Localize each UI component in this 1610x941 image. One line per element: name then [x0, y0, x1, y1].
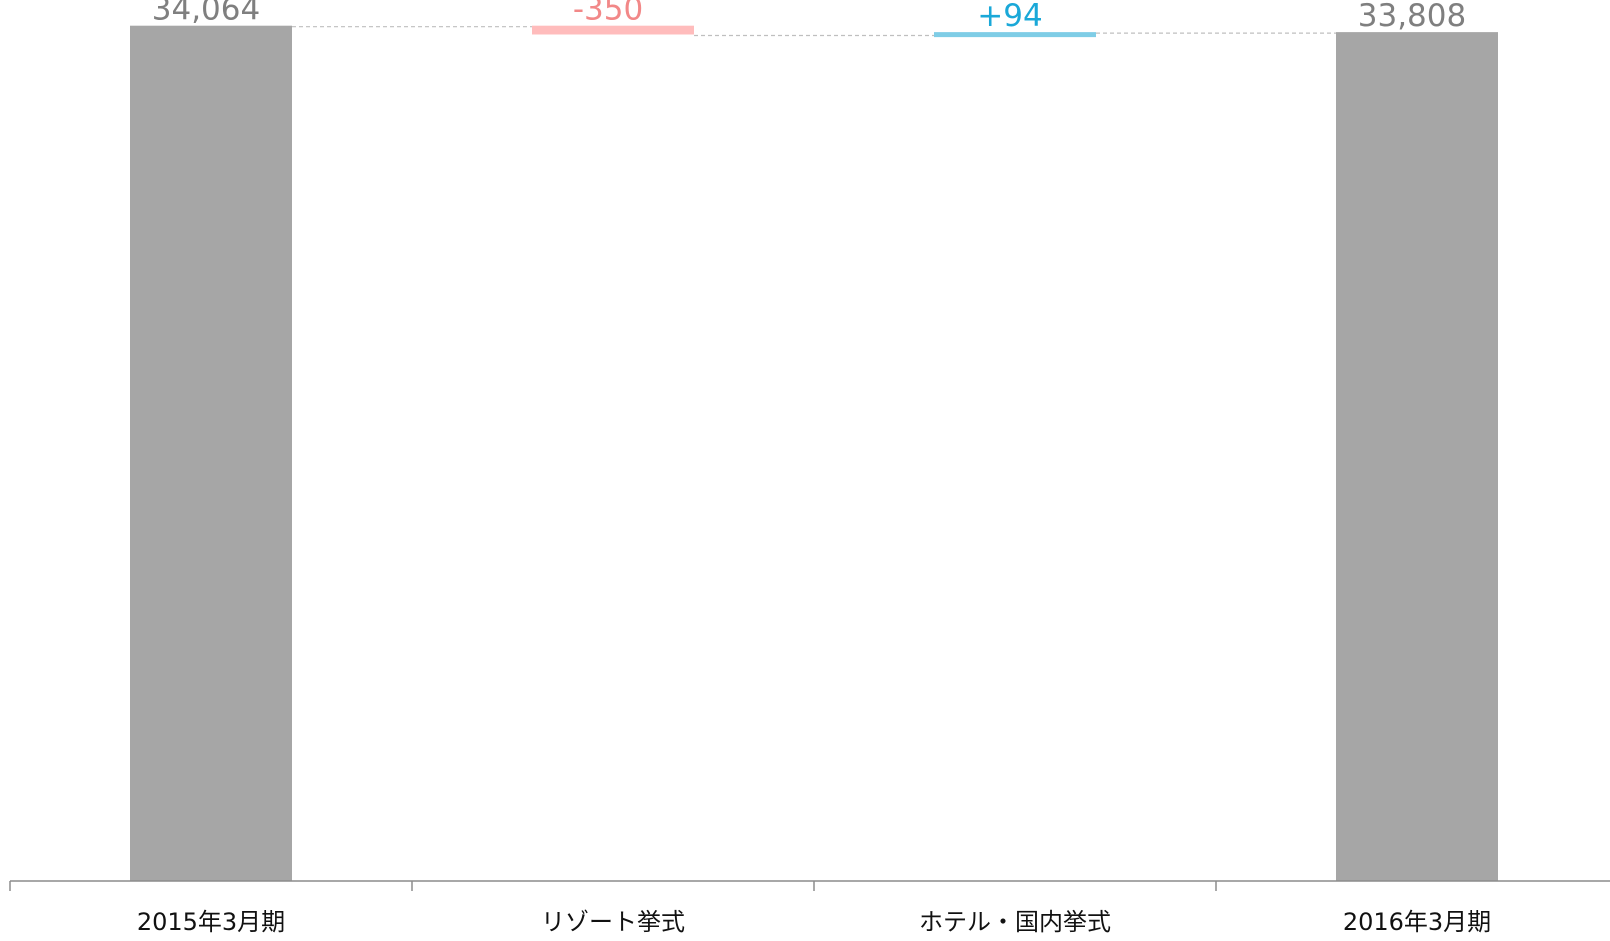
bar-3: [934, 32, 1096, 38]
bar-4: [1336, 32, 1498, 882]
value-label-4: 33,808: [1358, 0, 1466, 34]
value-label-1: 34,064: [152, 0, 260, 28]
value-label-3: +94: [977, 0, 1042, 34]
connector-lines: [292, 26, 1336, 37]
category-label-2: リゾート挙式: [541, 908, 685, 936]
value-label-2: -350: [573, 0, 643, 28]
category-label-group: 2015年3月期 リゾート挙式 ホテル・国内挙式 2016年3月期: [137, 908, 1491, 936]
x-axis: [9, 880, 1610, 891]
value-label-group: 34,064 -350 +94 33,808: [152, 0, 1466, 34]
bar-1: [130, 25, 292, 881]
bar-group: [130, 25, 1498, 882]
bar-2: [532, 25, 694, 35]
category-label-1: 2015年3月期: [137, 908, 285, 936]
category-label-4: 2016年3月期: [1343, 908, 1491, 936]
category-label-3: ホテル・国内挙式: [919, 908, 1111, 936]
